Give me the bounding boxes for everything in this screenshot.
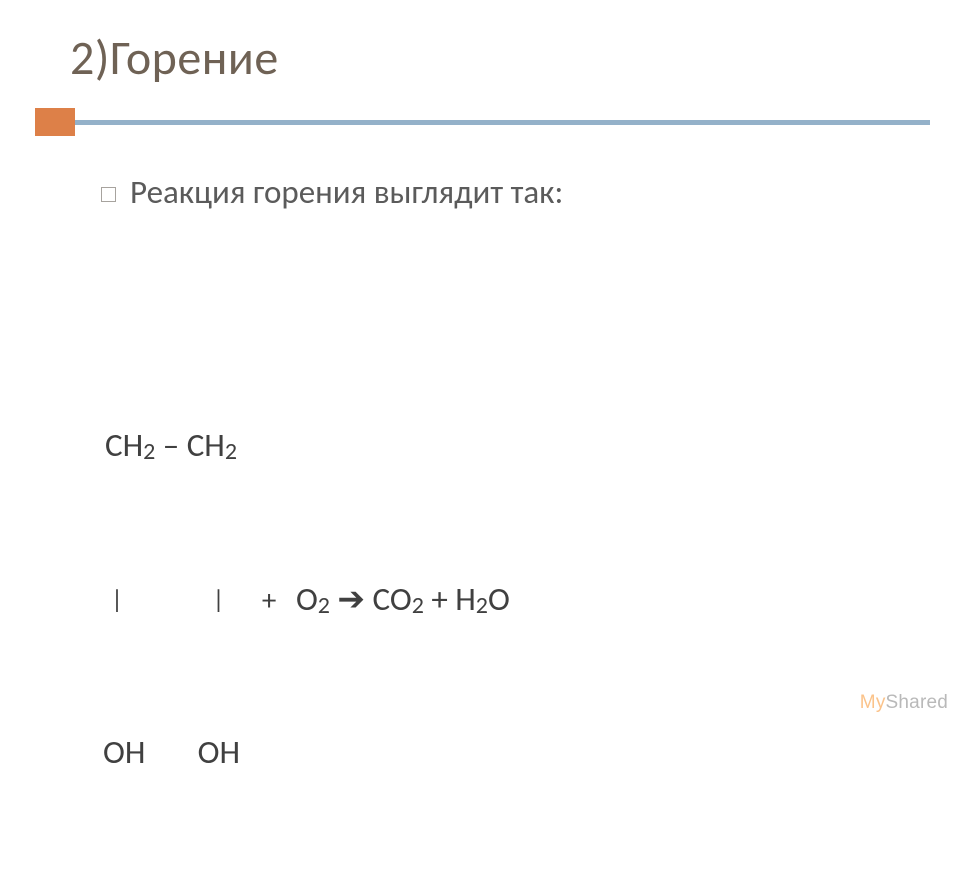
gap-3 xyxy=(145,732,197,772)
bullet-text: Реакция горения выглядит так: xyxy=(130,172,563,212)
sub-h2: 2 xyxy=(476,591,488,620)
accent-block xyxy=(35,108,75,136)
bullet-row: Реакция горения выглядит так: xyxy=(101,172,563,212)
ch-2: CH xyxy=(187,425,225,465)
title-underline xyxy=(75,120,930,125)
watermark: MyShared xyxy=(860,692,948,714)
sub-1: 2 xyxy=(143,437,155,466)
bond-pipe-2: | xyxy=(213,583,225,615)
ch-1: CH xyxy=(105,425,143,465)
dash: – xyxy=(155,425,186,465)
plus-h: + H xyxy=(424,579,476,619)
formula-line-1: CH2 – CH2 xyxy=(105,420,510,471)
co2: CO xyxy=(373,579,412,619)
bond-pipe-1: | xyxy=(111,583,123,615)
watermark-my: My xyxy=(860,692,886,713)
sub-2: 2 xyxy=(225,437,237,466)
oh-2: OH xyxy=(198,732,240,772)
o2: O xyxy=(296,579,318,619)
oh-1: OH xyxy=(103,732,145,772)
slide: 2)Горение Реакция горения выглядит так: … xyxy=(0,0,960,720)
slide-title: 2)Горение xyxy=(70,28,279,87)
arrow-icon: ➔ xyxy=(330,579,373,619)
sub-o2: 2 xyxy=(318,591,330,620)
h2o-o: O xyxy=(488,579,510,619)
formula-line-3: OH OH xyxy=(103,727,510,778)
plus-1: + xyxy=(262,582,296,618)
watermark-shared: Shared xyxy=(886,692,948,713)
gap-1 xyxy=(123,579,213,619)
chemical-formula: CH2 – CH2 | | + O2 ➔ CO2 + H2O OH OH xyxy=(105,318,510,881)
formula-line-2: | | + O2 ➔ CO2 + H2O xyxy=(111,574,510,625)
sub-co2: 2 xyxy=(412,591,424,620)
bullet-square-icon xyxy=(101,187,116,202)
gap-2 xyxy=(225,579,262,619)
